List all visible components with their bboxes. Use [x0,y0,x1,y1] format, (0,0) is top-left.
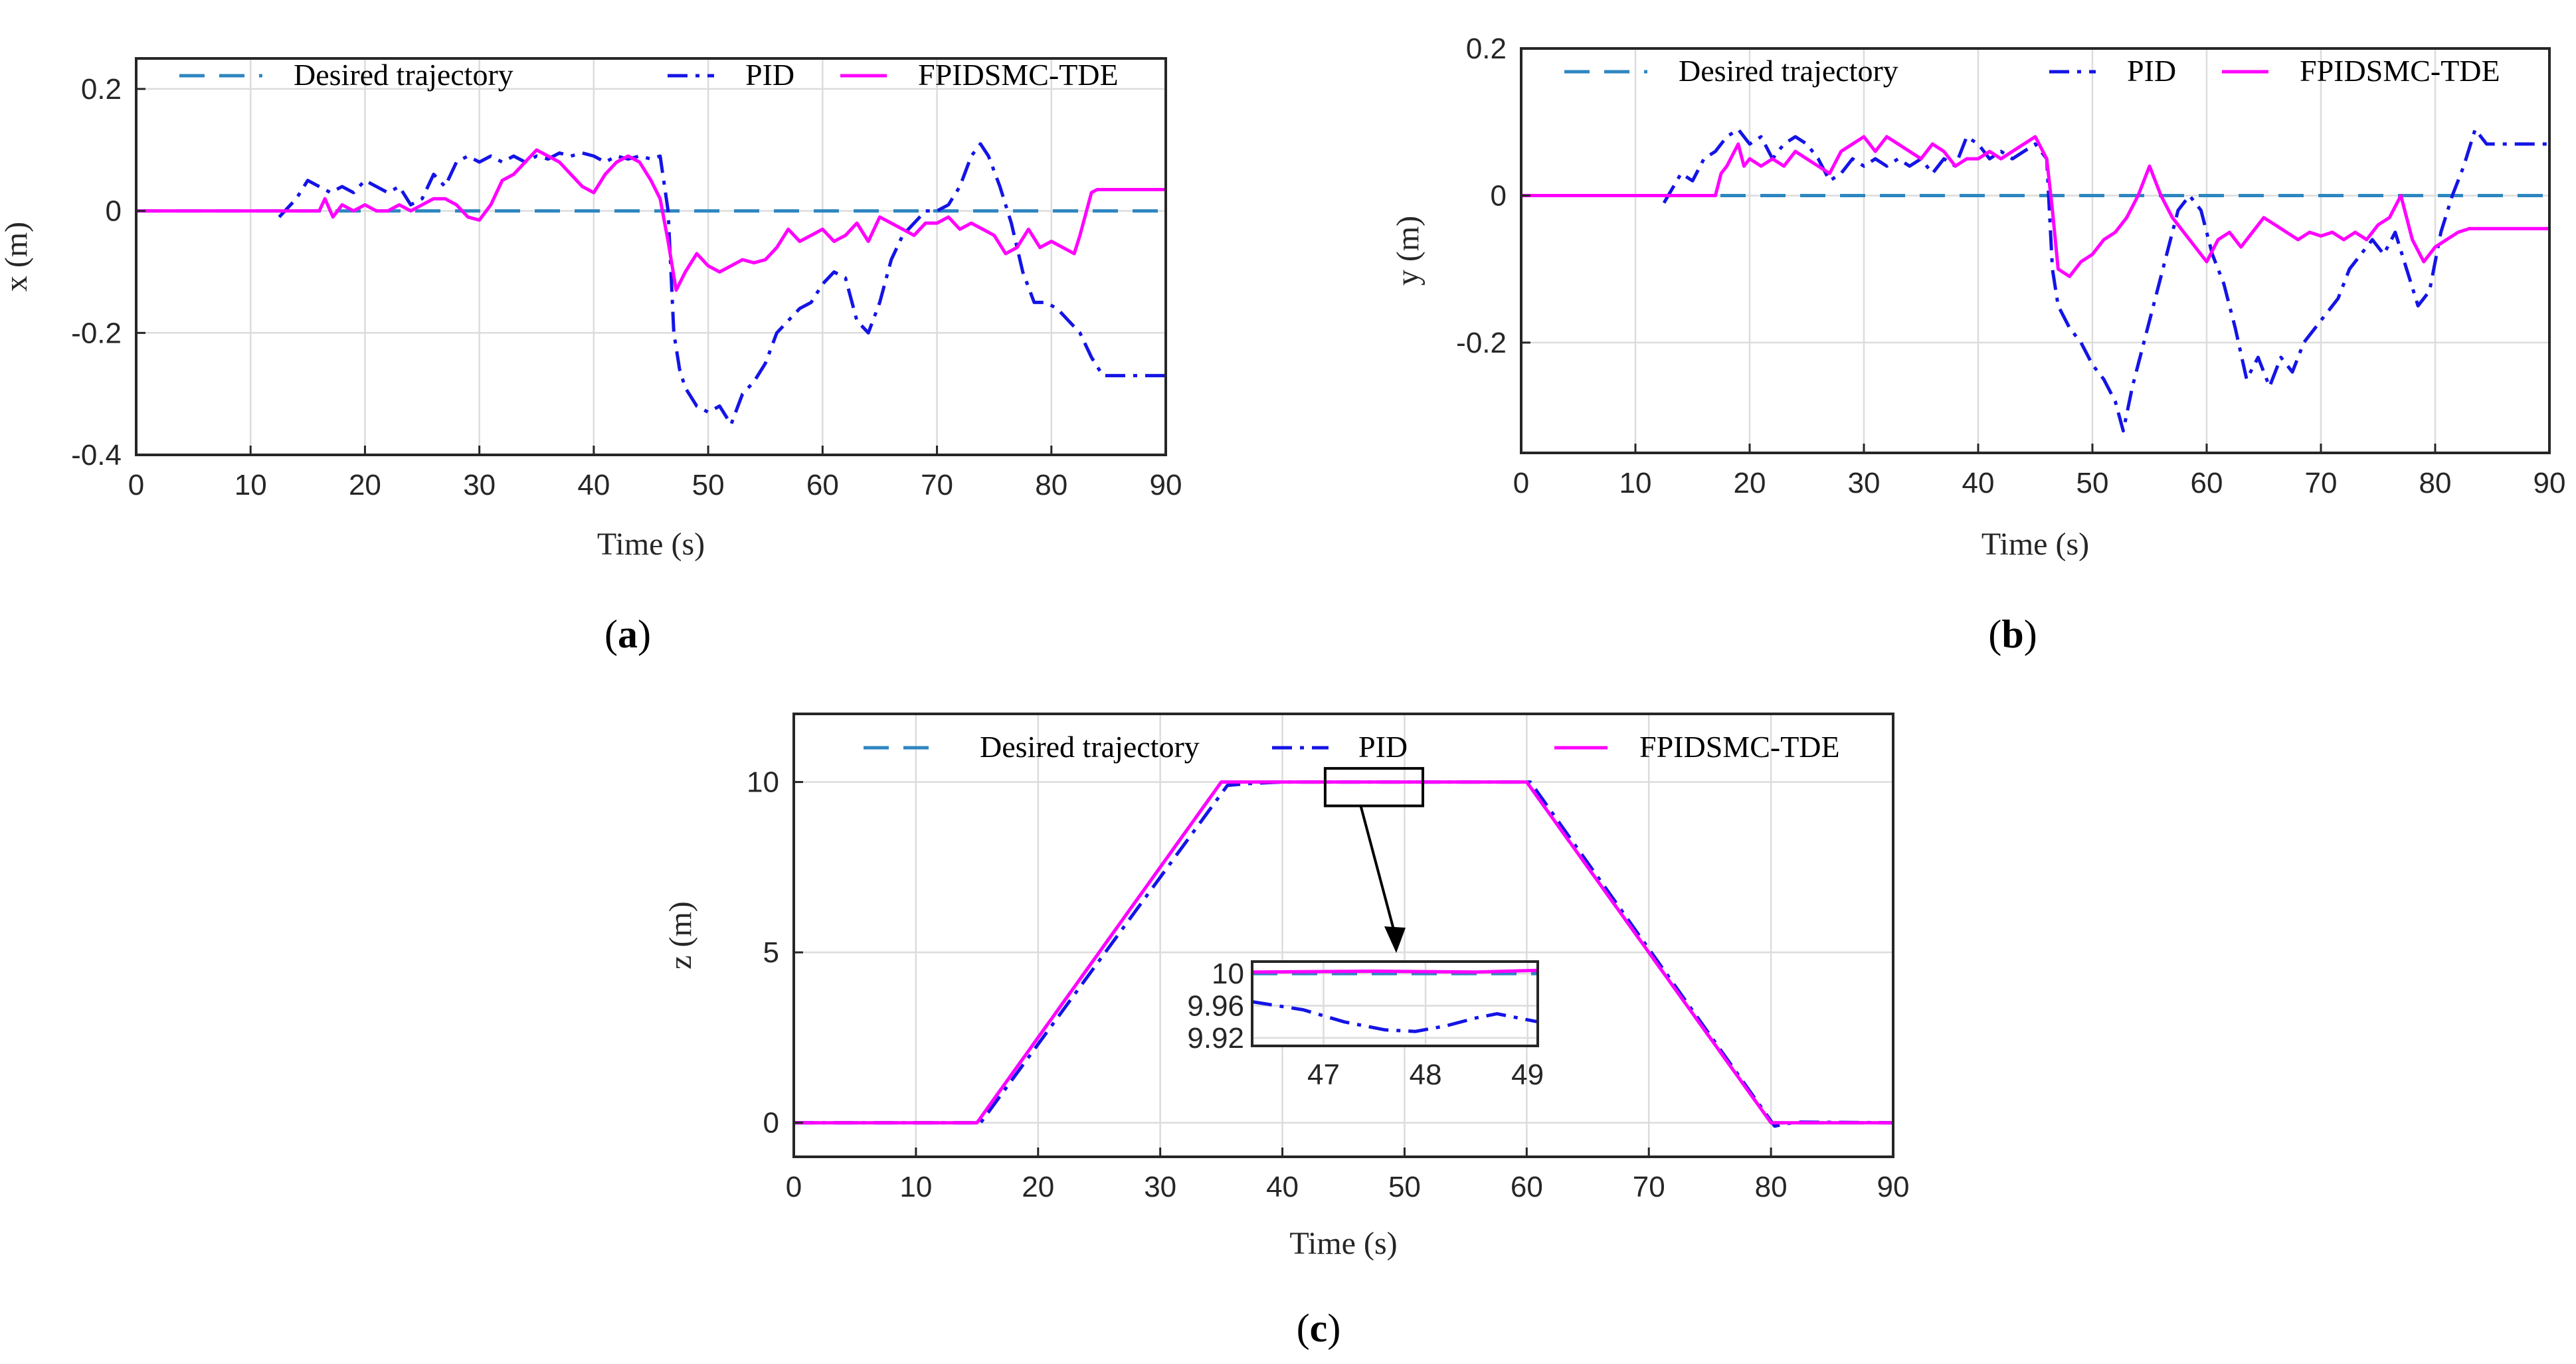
inset-y-tick-label: 10 [1212,958,1244,990]
x-tick-label: 90 [1877,1171,1910,1203]
x-tick-label: 10 [234,469,267,501]
caption-b-letter: b [2001,612,2023,656]
x-tick-label: 80 [1755,1171,1788,1203]
x-tick-label: 40 [577,469,610,501]
x-tick-label: 80 [1035,469,1067,501]
x-tick-label: 50 [1388,1171,1421,1203]
zoom-region-box [1323,767,1425,808]
y-tick-label: 0.2 [81,73,122,106]
caption-a: (a) [604,612,651,656]
plot-area-frame [1520,47,2551,454]
x-tick-label: 40 [1962,467,1995,499]
caption-a-open: ( [604,612,618,656]
y-tick-label: 0 [106,195,122,228]
legend-pid-label: PID [745,58,794,92]
legend: Desired trajectory PID FPIDSMC-TDE [179,58,1119,92]
series-line-pid [794,780,1894,1128]
plot-area-frame [792,713,1894,1158]
series-line-fpidsmc-tde [136,148,1166,292]
x-tick-label: 30 [463,469,496,501]
y-tick-label: 5 [763,936,779,969]
series-line-fpidsmc-tde [794,780,1893,1125]
legend-desired-label: Desired trajectory [294,58,513,92]
x-tick-label: 90 [2533,467,2566,499]
plot-area-frame [135,57,1167,456]
caption-b-close: ) [2024,612,2037,656]
caption-a-letter: a [618,612,638,656]
x-tick-label: 50 [2076,467,2109,499]
inset-x-tick-label: 49 [1511,1059,1544,1091]
x-tick-label: 70 [1633,1171,1665,1203]
x-tick-label: 80 [2419,467,2452,499]
y-axis-label: x (m) [0,222,34,292]
legend-fpidsmc-label: FPIDSMC-TDE [1639,730,1840,764]
x-tick-label: 0 [786,1171,802,1203]
panel-c-chart: 0 10 20 30 40 50 60 70 80 90 0 5 10 Time (s) z (m) D… [663,713,1910,1261]
x-tick-label: 40 [1266,1171,1299,1203]
x-tick-label: 60 [2191,467,2223,499]
series-line-fpidsmc-tde [1521,135,2549,278]
legend: Desired trajectory PID FPIDSMC-TDE [1564,54,2500,88]
x-tick-label: 20 [349,469,381,501]
x-tick-label: 20 [1734,467,1766,499]
y-tick-label: 0 [763,1107,779,1140]
x-tick-label: 60 [806,469,839,501]
x-axis-label: Time (s) [1981,527,2089,562]
y-axis-label: z (m) [663,901,698,970]
x-tick-label: 60 [1511,1171,1543,1203]
x-tick-label: 50 [692,469,725,501]
inset-series-line-fpidsmc-tde [1251,968,1538,974]
inset-x-tick-label: 47 [1307,1059,1340,1091]
caption-b-open: ( [1988,612,2001,656]
x-tick-label: 70 [2305,467,2338,499]
panel-a-chart: 0 10 20 30 40 50 60 70 80 90 -0.4 -0.2 0 0.2 Time (s)… [0,57,1182,562]
legend: Desired trajectory PID FPIDSMC-TDE [864,730,1840,764]
inset-x-tick-label: 48 [1410,1059,1442,1091]
panel-b-chart: 0 10 20 30 40 50 60 70 80 90 -0.2 0 0.2 Time (s) y (… [1390,33,2565,562]
legend-fpidsmc-label: FPIDSMC-TDE [2300,54,2500,88]
x-axis-label: Time (s) [597,527,705,562]
y-tick-label: 0.2 [1466,33,1507,65]
caption-c-close: ) [1327,1306,1340,1350]
inset-y-tick-label: 9.92 [1187,1022,1244,1055]
y-tick-label: 10 [747,766,779,799]
x-tick-label: 30 [1848,467,1881,499]
y-tick-label: -0.2 [71,317,122,349]
inset-series-line-pid [1251,1000,1538,1033]
caption-c-letter: c [1310,1306,1328,1350]
x-tick-label: 0 [128,469,144,501]
caption-a-close: ) [638,612,651,656]
series-line-pid [1662,128,2549,433]
y-axis-label: y (m) [1390,216,1426,286]
x-axis-label: Time (s) [1289,1226,1397,1261]
y-tick-label: -0.4 [71,439,122,471]
legend-pid-label: PID [2127,54,2176,88]
y-tick-label: 0 [1491,179,1507,212]
x-tick-label: 30 [1144,1171,1176,1203]
x-tick-label: 20 [1022,1171,1054,1203]
inset-y-tick-label: 9.96 [1187,990,1244,1023]
legend-pid-label: PID [1358,730,1408,764]
series-line-pid [278,142,1166,426]
legend-desired-label: Desired trajectory [1679,54,1898,88]
x-tick-label: 70 [921,469,953,501]
caption-b: (b) [1988,612,2037,656]
zoom-arrow [1359,806,1406,953]
caption-c-open: ( [1297,1306,1310,1350]
x-tick-label: 10 [1619,467,1652,499]
x-tick-label: 10 [899,1171,932,1203]
legend-fpidsmc-label: FPIDSMC-TDE [918,58,1119,92]
legend-desired-label: Desired trajectory [980,730,1200,764]
y-tick-label: -0.2 [1456,327,1507,359]
caption-c: (c) [1297,1306,1341,1350]
x-tick-label: 0 [1513,467,1529,499]
x-tick-label: 90 [1150,469,1182,501]
